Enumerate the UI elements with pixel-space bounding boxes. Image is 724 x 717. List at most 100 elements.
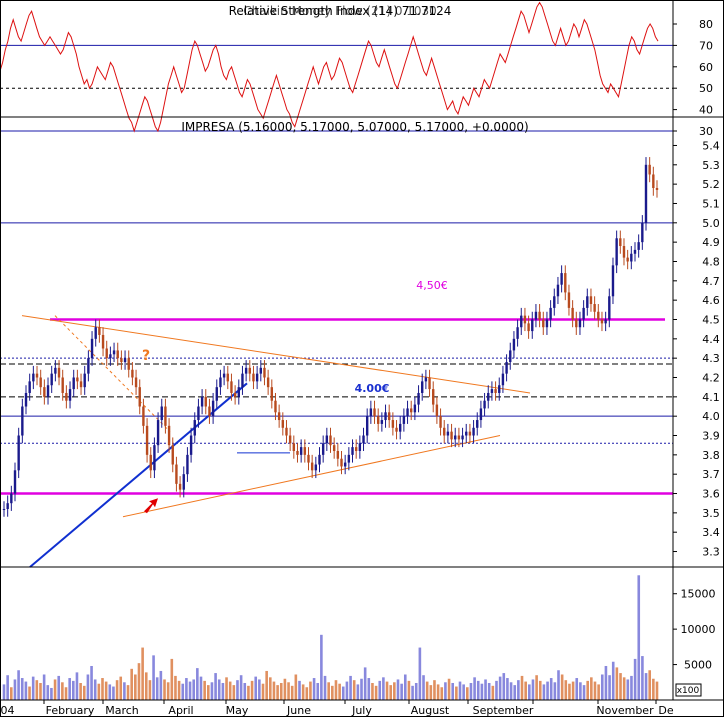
volume-bar bbox=[491, 685, 495, 700]
cmf-title: Chaikin Money Flow (21) 0.1030 bbox=[243, 4, 437, 18]
price-tick-label: 5.0 bbox=[702, 217, 720, 230]
price-bar-body bbox=[307, 454, 310, 463]
price-bar-body bbox=[182, 474, 185, 490]
volume-bar bbox=[287, 682, 290, 700]
volume-bar bbox=[447, 678, 451, 700]
price-tick-label: 4.8 bbox=[702, 255, 720, 268]
rsi-tick-label: 40 bbox=[699, 104, 713, 117]
volume-bar bbox=[582, 685, 586, 700]
volume-bar bbox=[309, 681, 312, 700]
volume-bar bbox=[294, 674, 298, 700]
price-bar-body bbox=[127, 358, 130, 370]
price-tick-label: 5.2 bbox=[702, 178, 720, 191]
x-tick-label: April bbox=[168, 704, 193, 717]
price-bar-body bbox=[211, 400, 215, 417]
volume-bar bbox=[283, 678, 287, 700]
volume-bar bbox=[378, 680, 382, 700]
price-bar-body bbox=[589, 296, 593, 305]
price-bar-body bbox=[189, 435, 193, 455]
price-tick-label: 3.6 bbox=[702, 488, 720, 501]
volume-bar bbox=[506, 678, 509, 700]
price-bar-body bbox=[435, 404, 439, 417]
volume-bar bbox=[466, 687, 469, 700]
price-bar-body bbox=[578, 319, 582, 328]
volume-bar bbox=[568, 683, 571, 700]
price-bar-body bbox=[153, 445, 156, 471]
price-tick-label: 4.2 bbox=[702, 372, 720, 385]
volume-bar bbox=[17, 670, 20, 700]
price-bar-body bbox=[13, 470, 17, 494]
volume-bar bbox=[553, 682, 557, 700]
volume-bar bbox=[68, 678, 71, 700]
price-bar-body bbox=[54, 367, 57, 374]
volume-bar bbox=[385, 681, 389, 700]
x-tick-label: May bbox=[226, 704, 249, 717]
price-tick-label: 3.9 bbox=[702, 430, 720, 443]
price-bar-body bbox=[369, 408, 373, 417]
x-tick-label: March bbox=[105, 704, 139, 717]
price-tick-label: 3.3 bbox=[702, 546, 720, 559]
price-tick-label: 4.9 bbox=[702, 236, 720, 249]
volume-bar bbox=[418, 647, 422, 700]
x-tick-label: June bbox=[286, 704, 311, 717]
price-bar-body bbox=[314, 464, 318, 471]
volume-bar bbox=[345, 681, 349, 700]
price-tick-label: 3.7 bbox=[702, 468, 720, 481]
volume-bar bbox=[546, 681, 549, 700]
price-bar-body bbox=[83, 373, 86, 388]
price-bar-body bbox=[454, 435, 457, 440]
price-bar-body bbox=[622, 246, 626, 258]
price-bar-body bbox=[296, 450, 299, 455]
price-bar-body bbox=[343, 462, 347, 467]
price-bar-body bbox=[351, 447, 354, 455]
price-bar-body bbox=[498, 385, 501, 393]
price-bar-body bbox=[424, 377, 428, 382]
price-bar-body bbox=[472, 427, 475, 436]
volume-bar bbox=[590, 677, 593, 700]
price-bar-body bbox=[354, 447, 358, 451]
price-bar-body bbox=[131, 369, 134, 378]
price-bar-body bbox=[10, 493, 13, 504]
price-bar-body bbox=[457, 435, 461, 440]
volume-bar bbox=[269, 677, 272, 700]
volume-bar bbox=[615, 667, 619, 700]
volume-bar bbox=[367, 678, 371, 700]
price-tick-label: 4.3 bbox=[702, 352, 720, 365]
volume-bar bbox=[298, 680, 301, 700]
volume-bar bbox=[425, 681, 429, 700]
price-bar-body bbox=[28, 381, 31, 393]
rsi-tick-label: 30 bbox=[699, 125, 713, 138]
volume-tick-label: 10000 bbox=[681, 623, 716, 636]
price-bar-body bbox=[120, 358, 123, 363]
price-bar-body bbox=[410, 408, 413, 413]
volume-bar bbox=[484, 679, 487, 700]
price-bar-body bbox=[285, 427, 288, 436]
volume-bar bbox=[586, 680, 589, 700]
price-bar-body bbox=[575, 319, 578, 328]
price-bar-body bbox=[391, 420, 395, 428]
price-bar-body bbox=[417, 392, 420, 405]
red-arrow-icon bbox=[144, 498, 158, 514]
price-bar-body bbox=[197, 406, 200, 421]
price-tick-label: 4.6 bbox=[702, 294, 720, 307]
price-bar-body bbox=[516, 327, 519, 339]
rsi-panel: Relative Strength Index (14) 71.7124 Cha… bbox=[0, 1, 713, 138]
price-bar-body bbox=[259, 367, 262, 374]
volume-bar bbox=[112, 686, 115, 700]
volume-bar bbox=[637, 575, 641, 700]
volume-bar bbox=[166, 682, 170, 700]
volume-bar bbox=[225, 677, 228, 700]
price-bar-body bbox=[446, 431, 450, 436]
volume-bar bbox=[458, 681, 462, 700]
price-bar-body bbox=[101, 334, 105, 349]
price-bar-body bbox=[98, 327, 101, 335]
price-bar-body bbox=[604, 319, 607, 324]
rsi-tick-label: 80 bbox=[699, 18, 713, 31]
volume-bar bbox=[119, 676, 123, 700]
volume-bar bbox=[108, 684, 112, 700]
x-tick-label: July bbox=[351, 704, 372, 717]
volume-bar bbox=[349, 675, 352, 700]
volume-bar bbox=[393, 682, 396, 700]
price-bar-body bbox=[362, 435, 365, 444]
